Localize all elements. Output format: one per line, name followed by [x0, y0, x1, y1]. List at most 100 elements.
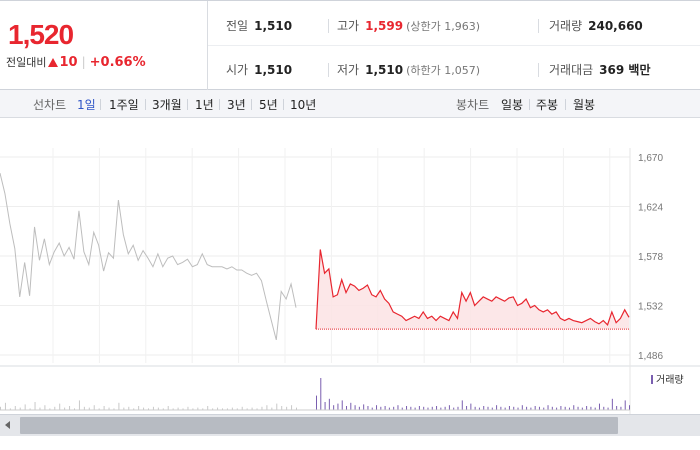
- open-value: 1,510: [254, 63, 293, 77]
- volume-bar: [59, 403, 61, 410]
- quote-panel: 1,520 전일대비 10 | +0.66% 전일 1,510 고가 1,599 (상한가 …: [0, 0, 700, 90]
- scroll-track-right[interactable]: [618, 415, 700, 436]
- volume-bar: [4, 402, 6, 410]
- volume-bar: [212, 408, 214, 410]
- volume-bar: [328, 398, 330, 410]
- stat-separator: [328, 63, 329, 77]
- volume-bar: [157, 407, 159, 410]
- volume-bar: [320, 378, 322, 410]
- volume-bar: [410, 406, 412, 410]
- volume-bar: [286, 406, 288, 410]
- volume-bar: [457, 406, 459, 410]
- volume-bar: [530, 407, 532, 410]
- volume-bar: [629, 405, 630, 410]
- volume-bar: [231, 407, 233, 410]
- volume-bar: [98, 408, 100, 410]
- stat-separator: [328, 19, 329, 33]
- volume-bar: [440, 407, 442, 410]
- scroll-thumb[interactable]: [20, 417, 618, 434]
- tab-1day[interactable]: 1일: [77, 98, 96, 112]
- tab-3month[interactable]: 3개월: [152, 98, 182, 112]
- volume-bar: [19, 407, 21, 410]
- volume-bar: [560, 406, 562, 410]
- amount-value: 369 백만: [599, 63, 651, 77]
- volume-bar: [436, 406, 438, 410]
- volume-bar: [202, 408, 204, 410]
- volume-bar: [39, 407, 41, 410]
- volume-bar: [261, 406, 263, 410]
- tab-3year[interactable]: 3년: [227, 98, 246, 112]
- volume-bar: [316, 395, 317, 410]
- volume-bar: [496, 405, 498, 410]
- tab-5year[interactable]: 5년: [259, 98, 278, 112]
- volume-bar: [207, 406, 209, 410]
- volume-bar: [573, 405, 575, 410]
- volume-bar: [14, 406, 16, 410]
- volume-bar: [598, 403, 600, 410]
- volume-bar: [526, 406, 528, 410]
- scroll-left-arrow-icon[interactable]: [0, 415, 18, 436]
- volume-bar: [152, 406, 154, 410]
- volume-bar: [88, 407, 90, 410]
- price-chart[interactable]: 1,670 1,624 1,578 1,532 1,486 거래량: [0, 118, 700, 414]
- tab-monthly[interactable]: 월봉: [573, 98, 596, 112]
- volume-bar: [108, 407, 110, 410]
- volume-bar: [384, 406, 386, 410]
- volume-legend-swatch: [651, 375, 653, 384]
- candle-chart-title: 봉차트: [456, 98, 490, 112]
- chart-scrollbar[interactable]: [0, 414, 700, 436]
- tab-1year[interactable]: 1년: [195, 98, 214, 112]
- volume-bar: [461, 400, 463, 410]
- price-series: [0, 173, 630, 341]
- volume-bar: [192, 408, 194, 410]
- volume-bar: [49, 408, 51, 410]
- volume-bar: [133, 408, 135, 410]
- volume-bar: [517, 407, 519, 410]
- tab-1week[interactable]: 1주일: [109, 98, 139, 112]
- volume-bar: [256, 408, 258, 410]
- tab-separator: [283, 99, 284, 110]
- volume-bar: [393, 406, 395, 410]
- volume-bar: [346, 406, 348, 410]
- stat-separator: [538, 63, 539, 77]
- volume-bar: [251, 407, 253, 410]
- volume-bar: [143, 407, 145, 410]
- volume-bar: [222, 408, 223, 410]
- volume-bar: [581, 407, 583, 410]
- volume-bar: [271, 407, 273, 410]
- volume-bar: [29, 408, 31, 410]
- volume-bar: [217, 407, 219, 410]
- grid: [0, 148, 700, 414]
- volume-bar: [444, 406, 446, 410]
- series-line-previous-day: [0, 173, 297, 341]
- volume-bar: [401, 407, 403, 410]
- upper-limit: (상한가 1,963): [406, 20, 480, 33]
- volume-bar: [118, 402, 120, 410]
- prev-close-label: 전일: [226, 19, 249, 33]
- y-axis: 1,670 1,624 1,578 1,532 1,486: [638, 153, 663, 362]
- amount-label: 거래대금: [549, 63, 594, 77]
- volume-bar: [521, 405, 523, 410]
- volume-bar: [611, 398, 613, 410]
- tab-daily[interactable]: 일봉: [501, 98, 524, 112]
- volume-bar: [69, 406, 71, 410]
- tab-weekly[interactable]: 주봉: [536, 98, 559, 112]
- change-rate: +0.66%: [89, 55, 146, 70]
- volume-bar: [406, 406, 408, 410]
- price-box: 1,520 전일대비 10 | +0.66%: [0, 1, 208, 90]
- volume-bar: [564, 406, 566, 410]
- lower-limit: (하한가 1,057): [406, 64, 480, 77]
- tab-separator: [100, 99, 101, 110]
- volume-bar: [162, 408, 164, 410]
- low-label: 저가: [337, 63, 360, 77]
- y-tick-label: 1,624: [638, 203, 663, 214]
- volume-bar: [590, 406, 592, 410]
- tab-10year[interactable]: 10년: [290, 98, 317, 112]
- volume-bar: [0, 406, 1, 410]
- volume-bar: [478, 407, 480, 410]
- volume-bar: [504, 407, 506, 410]
- change-amount: 10: [59, 55, 78, 70]
- volume-bar: [620, 406, 622, 410]
- volume-bar: [226, 408, 228, 410]
- volume-bar: [128, 406, 130, 410]
